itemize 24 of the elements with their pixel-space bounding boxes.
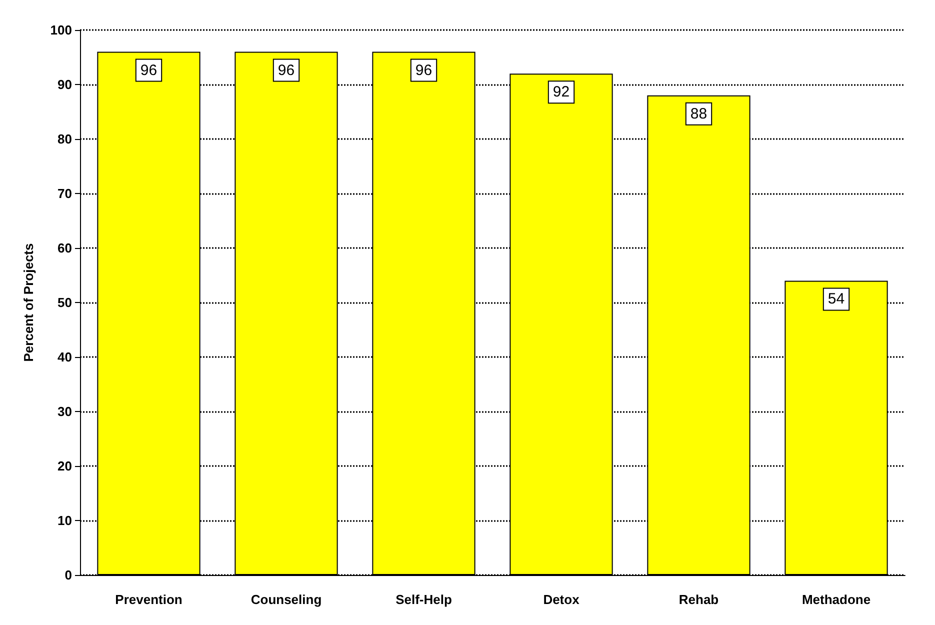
data-label: 96 xyxy=(415,62,432,79)
y-tick-label: 10 xyxy=(58,513,72,528)
x-tick-label: Detox xyxy=(543,592,580,607)
y-axis-title: Percent of Projects xyxy=(21,243,36,362)
y-tick-label: 60 xyxy=(58,240,72,256)
y-tick-label: 30 xyxy=(58,404,72,419)
data-label: 88 xyxy=(690,105,708,122)
data-label: 96 xyxy=(278,62,295,79)
y-tick-label: 80 xyxy=(58,132,72,146)
x-tick-label: Prevention xyxy=(115,592,182,607)
y-tick-label: 40 xyxy=(58,350,72,364)
data-label: 96 xyxy=(140,62,158,79)
x-tick-label: Methadone xyxy=(802,592,871,607)
data-label: 54 xyxy=(828,290,845,308)
y-tick-label: 50 xyxy=(58,295,72,310)
y-tick-label: 0 xyxy=(64,568,72,582)
y-tick-label: 70 xyxy=(58,186,72,201)
x-tick-label: Rehab xyxy=(678,592,719,607)
data-label: 92 xyxy=(552,84,570,101)
x-tick-label: Counseling xyxy=(250,592,322,607)
y-tick-label: 100 xyxy=(50,22,72,38)
y-tick-label: 90 xyxy=(58,77,72,92)
y-tick-label: 20 xyxy=(58,458,72,474)
x-tick-label: Self-Help xyxy=(396,592,452,607)
